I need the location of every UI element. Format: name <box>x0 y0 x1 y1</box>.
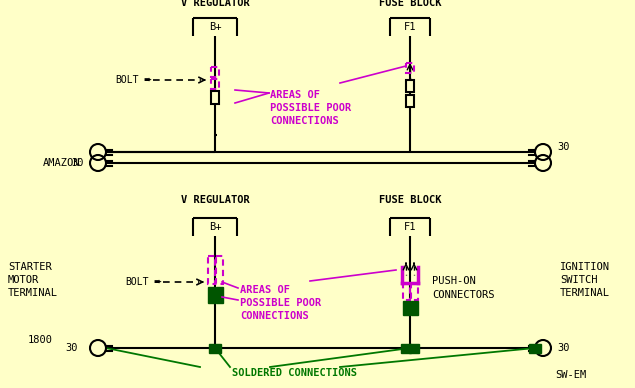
Text: BOLT: BOLT <box>125 277 149 287</box>
Text: 30: 30 <box>72 158 84 168</box>
Bar <box>409 344 419 353</box>
Bar <box>208 256 215 284</box>
Text: V REGULATOR: V REGULATOR <box>180 0 250 8</box>
Text: B+: B+ <box>209 222 221 232</box>
Bar <box>211 67 219 77</box>
Text: STARTER
MOTOR
TERMINAL: STARTER MOTOR TERMINAL <box>8 262 58 298</box>
Bar <box>211 79 219 89</box>
Bar <box>411 301 418 315</box>
Text: SOLDERED CONNECTIONS: SOLDERED CONNECTIONS <box>232 368 358 378</box>
Text: AMAZON: AMAZON <box>43 158 81 168</box>
Bar <box>529 344 541 353</box>
Bar <box>406 63 414 73</box>
Text: BOLT: BOLT <box>115 75 138 85</box>
Text: SW-EM: SW-EM <box>555 370 586 380</box>
Text: 30: 30 <box>557 142 570 152</box>
Text: F1: F1 <box>404 222 417 232</box>
Bar <box>406 95 414 107</box>
Bar <box>401 344 411 353</box>
Bar <box>208 287 215 303</box>
Bar <box>216 256 223 284</box>
Text: PUSH-ON
CONNECTORS: PUSH-ON CONNECTORS <box>432 276 495 300</box>
Text: F1: F1 <box>404 22 417 32</box>
Text: B+: B+ <box>209 22 221 32</box>
Text: 1800: 1800 <box>28 335 53 345</box>
Text: IGNITION
SWITCH
TERMINAL: IGNITION SWITCH TERMINAL <box>560 262 610 298</box>
Text: AREAS OF
POSSIBLE POOR
CONNECTIONS: AREAS OF POSSIBLE POOR CONNECTIONS <box>240 285 321 321</box>
Text: 30: 30 <box>557 343 570 353</box>
Bar <box>211 91 219 104</box>
Text: ➨: ➨ <box>143 75 151 85</box>
Bar <box>411 284 418 300</box>
Bar <box>216 287 223 303</box>
Text: AREAS OF
POSSIBLE POOR
CONNECTIONS: AREAS OF POSSIBLE POOR CONNECTIONS <box>270 90 351 126</box>
Text: FUSE BLOCK: FUSE BLOCK <box>378 195 441 205</box>
Bar <box>403 284 410 300</box>
Text: ➨: ➨ <box>153 277 161 287</box>
Text: V REGULATOR: V REGULATOR <box>180 195 250 205</box>
Bar <box>403 301 410 315</box>
Bar <box>406 80 414 92</box>
Text: FUSE BLOCK: FUSE BLOCK <box>378 0 441 8</box>
Text: 30: 30 <box>65 343 78 353</box>
Bar <box>209 344 221 353</box>
